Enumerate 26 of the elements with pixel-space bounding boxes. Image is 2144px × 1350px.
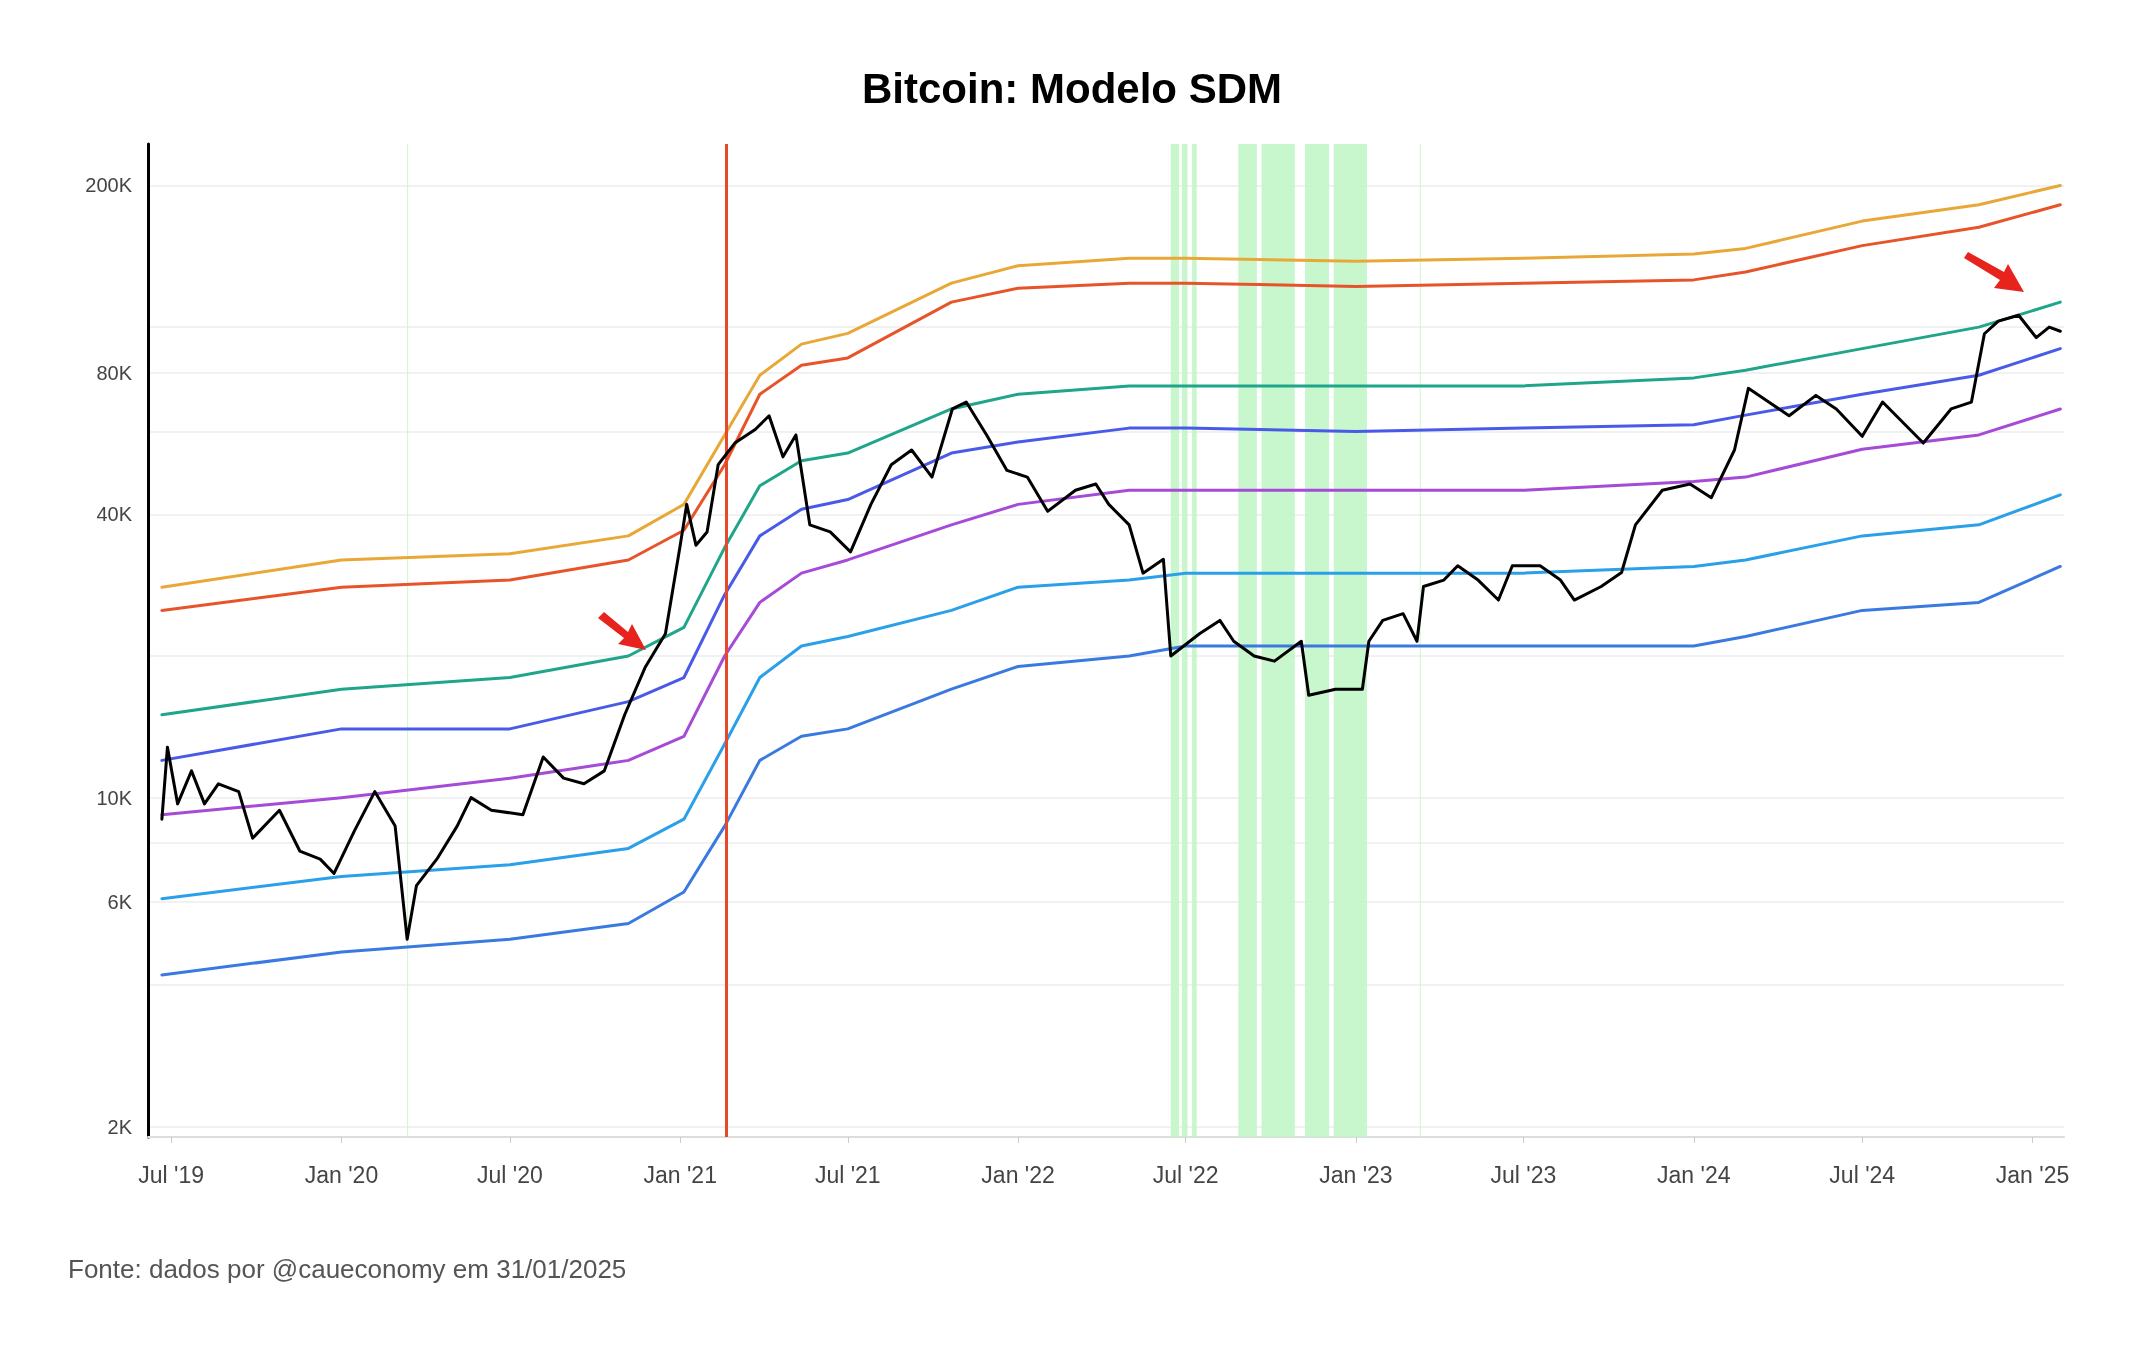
x-tick-label: Jul '20 bbox=[477, 1161, 543, 1188]
line-series bbox=[160, 564, 2062, 977]
y-tick-label: 80K bbox=[96, 361, 133, 384]
x-tick-label: Jan '22 bbox=[981, 1161, 1055, 1188]
line-series bbox=[160, 407, 2062, 817]
y-tick-label: 2K bbox=[107, 1115, 133, 1138]
x-tick-label: Jul '19 bbox=[138, 1161, 205, 1188]
x-tick-label: Jan '21 bbox=[643, 1161, 717, 1188]
x-tick-label: Jul '21 bbox=[814, 1161, 881, 1188]
x-tick-label: Jul '22 bbox=[1152, 1161, 1219, 1188]
line-series bbox=[160, 347, 2062, 762]
x-tick-label: Jul '23 bbox=[1490, 1161, 1557, 1188]
x-tick-label: Jan '25 bbox=[1995, 1161, 2070, 1188]
line-series bbox=[160, 493, 2062, 901]
chart-title: Bitcoin: Modelo SDM bbox=[862, 64, 1282, 112]
y-tick-label: 10K bbox=[96, 786, 133, 809]
y-tick-label: 40K bbox=[96, 503, 133, 526]
x-tick-label: Jan '20 bbox=[304, 1161, 379, 1188]
x-tick-label: Jan '23 bbox=[1319, 1161, 1393, 1188]
line-series bbox=[160, 300, 2062, 717]
y-tick-label: 6K bbox=[107, 891, 133, 914]
source-note: Fonte: dados por @caueconomy em 31/01/2025 bbox=[68, 1254, 627, 1285]
x-tick-label: Jan '24 bbox=[1657, 1161, 1731, 1188]
line-series bbox=[160, 313, 2062, 941]
x-tick-label: Jul '24 bbox=[1829, 1161, 1896, 1188]
y-tick-label: 200K bbox=[85, 174, 133, 197]
